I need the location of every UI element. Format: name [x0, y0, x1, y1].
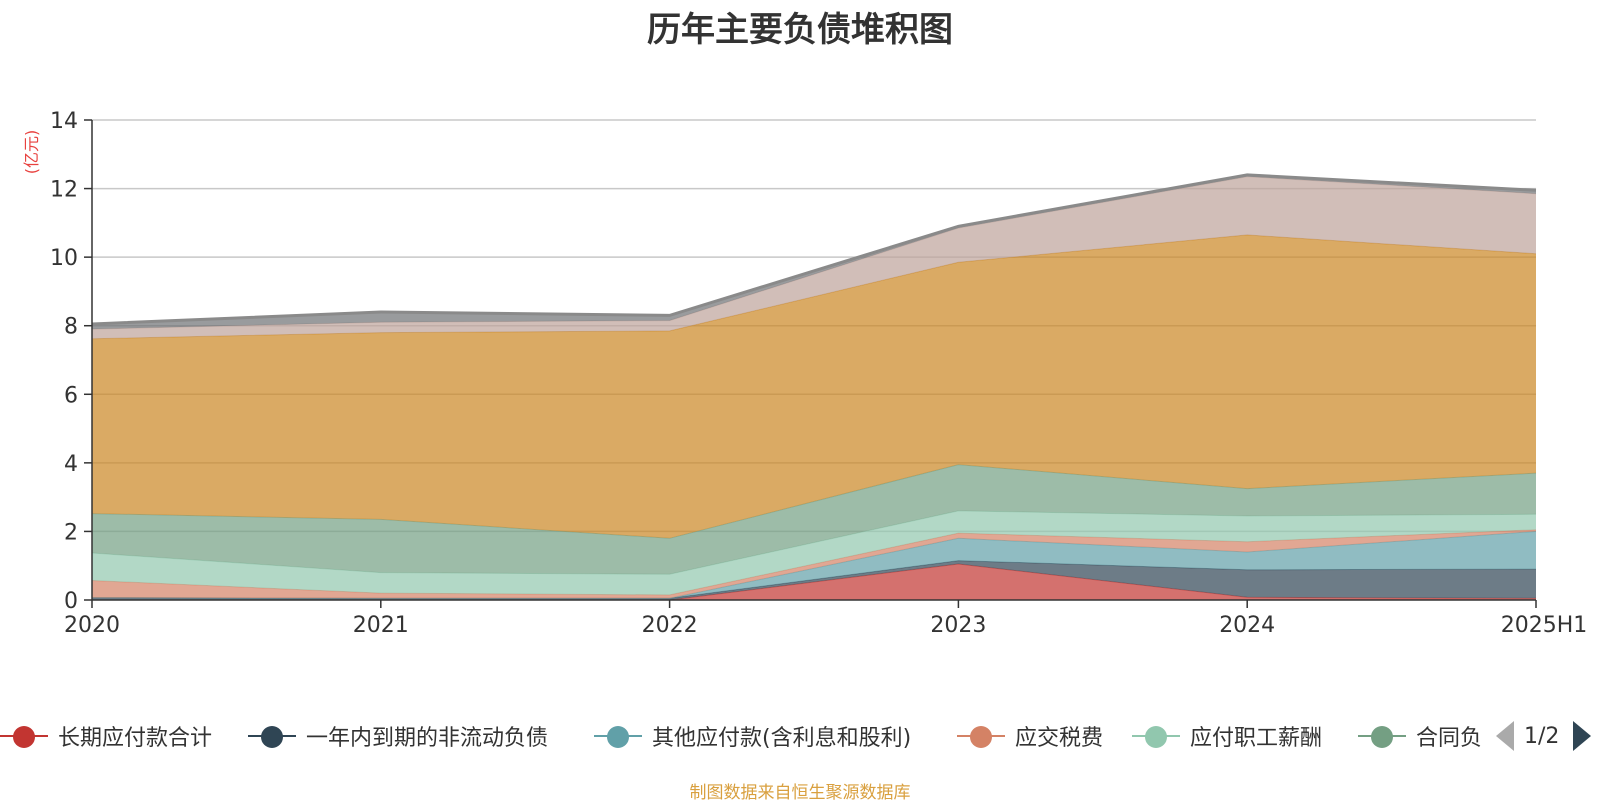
stacked-area-chart: 0 2 4 6 8 10 12 14 2020 2021 2022 2023 2024 2025H1 — [50, 109, 1587, 638]
legend-next-page-icon[interactable] — [1573, 721, 1592, 751]
area-series-3 — [92, 531, 1536, 599]
y-tick-label: 2 — [64, 520, 78, 545]
x-tick-label: 2025H1 — [1501, 613, 1588, 638]
legend-item[interactable]: 应付职工薪酬 — [1132, 718, 1322, 754]
legend-marker-icon — [0, 726, 48, 748]
y-tick-label: 10 — [50, 246, 78, 271]
x-tick-label: 2020 — [64, 613, 120, 638]
y-tick-label: 14 — [50, 109, 78, 134]
source-note: 制图数据来自恒生聚源数据库 — [689, 783, 911, 803]
area-series-8 — [92, 176, 1536, 339]
legend-item[interactable]: 其他应付款(含利息和股利) — [594, 718, 911, 754]
legend-marker-icon — [1132, 726, 1180, 748]
legend-label: 一年内到期的非流动负债 — [306, 726, 549, 751]
chart-title: 历年主要负债堆积图 — [647, 10, 953, 50]
legend-items-container: 长期应付款合计 一年内到期的非流动负债 其他应付款(含利息和股利) 应交税费 应付职工薪… — [0, 718, 1482, 754]
legend-label: 合同负债 — [1416, 726, 1482, 751]
y-tick-label: 12 — [50, 178, 78, 203]
legend-prev-page-icon[interactable] — [1496, 721, 1514, 751]
x-tick-label: 2022 — [642, 613, 698, 638]
legend: 长期应付款合计 一年内到期的非流动负债 其他应付款(含利息和股利) 应交税费 应付职工薪… — [0, 718, 1600, 754]
legend-label: 长期应付款合计 — [58, 726, 213, 751]
y-tick-label: 4 — [64, 452, 78, 477]
y-tick-label: 6 — [64, 383, 78, 408]
legend-item[interactable]: 应交税费 — [957, 718, 1103, 754]
x-tick-label: 2021 — [353, 613, 409, 638]
legend-label: 应付职工薪酬 — [1190, 726, 1323, 751]
legend-item[interactable]: 合同负债 — [1358, 718, 1482, 754]
legend-page-indicator: 1/2 — [1524, 723, 1560, 749]
legend-marker-icon — [957, 726, 1005, 748]
legend-marker-icon — [1358, 726, 1406, 748]
area-series-2 — [92, 560, 1536, 600]
axes: 0 2 4 6 8 10 12 14 2020 2021 2022 2023 2024 2025H1 — [50, 109, 1587, 638]
legend-pager: 1/2 — [1496, 716, 1592, 756]
x-tick-label: 2024 — [1219, 613, 1275, 638]
area-series-5 — [92, 510, 1536, 595]
legend-label: 其他应付款(含利息和股利) — [652, 726, 912, 751]
area-series — [91, 173, 1537, 601]
area-series-7 — [92, 234, 1536, 539]
legend-item[interactable]: 一年内到期的非流动负债 — [248, 718, 548, 754]
stack-top-outline — [91, 173, 1537, 326]
legend-marker-icon — [594, 726, 642, 748]
x-tick-label: 2023 — [930, 613, 986, 638]
legend-marker-icon — [248, 726, 296, 748]
y-tick-label: 8 — [64, 315, 78, 340]
area-series-6 — [92, 464, 1536, 575]
y-tick-label: 0 — [64, 589, 78, 614]
legend-item[interactable]: 长期应付款合计 — [0, 718, 212, 754]
legend-label: 应交税费 — [1015, 726, 1104, 751]
